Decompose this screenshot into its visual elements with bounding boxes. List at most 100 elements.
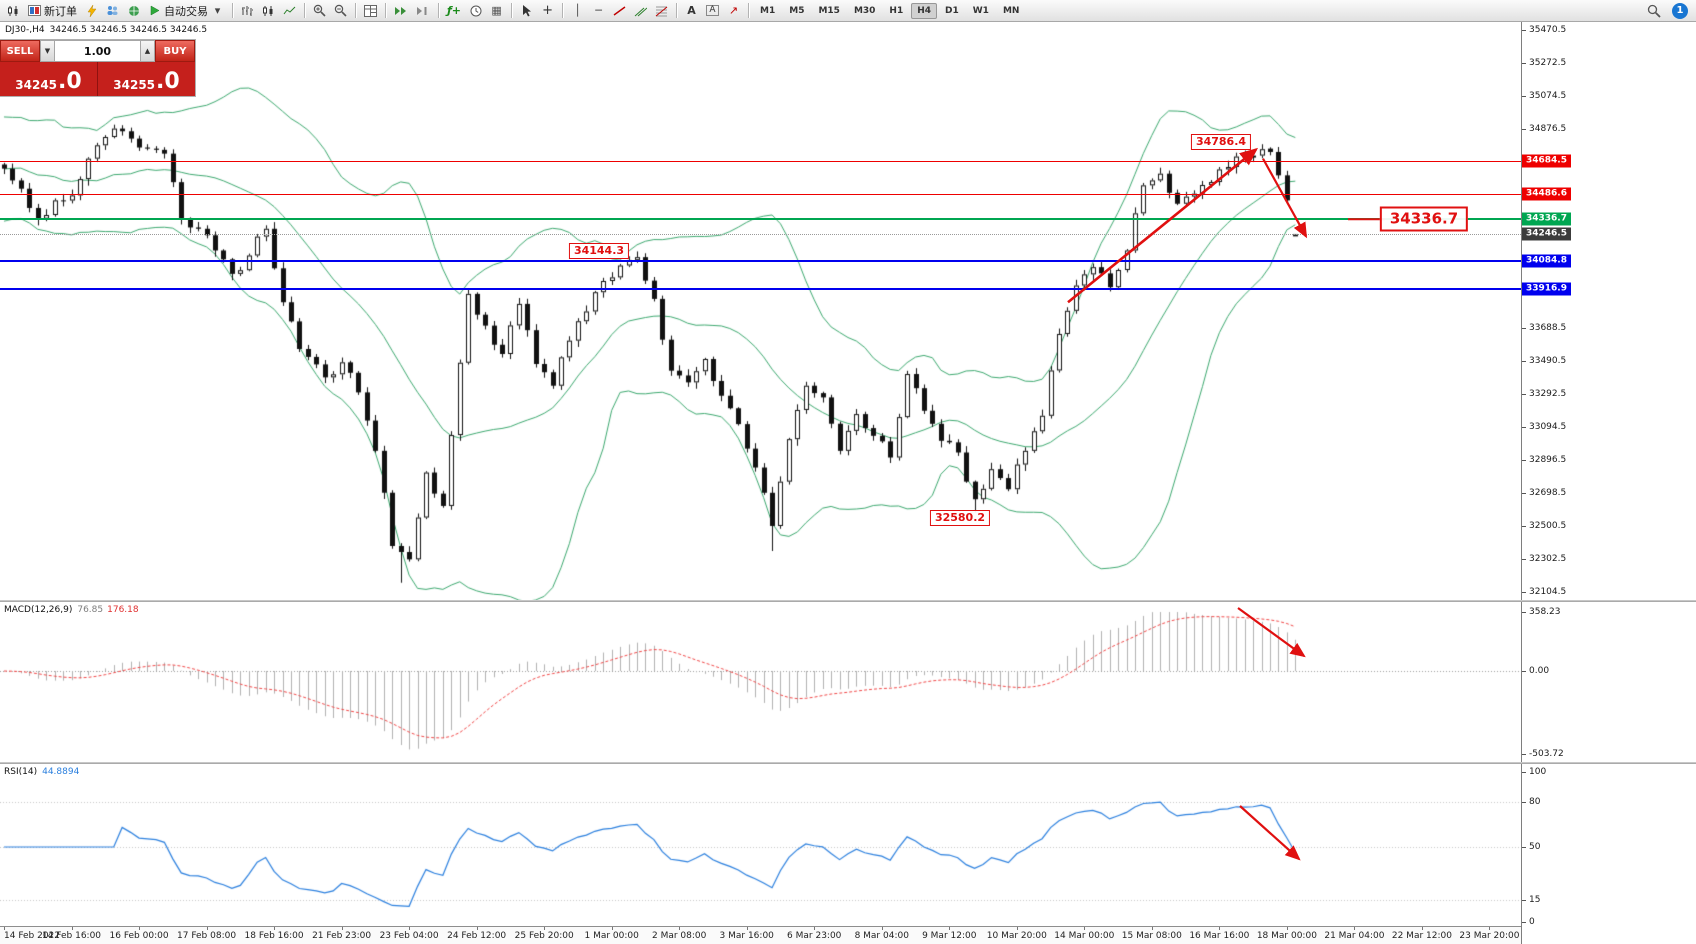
time-axis-label: 1 Mar 00:00	[584, 931, 639, 941]
timeframe-h1-button[interactable]: H1	[889, 5, 904, 16]
horizontal-level-line[interactable]	[0, 218, 1521, 221]
time-axis-label: 23 Feb 04:00	[379, 931, 439, 941]
macd-header: MACD(12,26,9) 76.85 176.18	[4, 605, 139, 615]
auto-scroll-button[interactable]	[390, 1, 412, 20]
new-chart-icon	[7, 4, 20, 18]
bar-chart-icon	[241, 4, 254, 18]
horizontal-level-line[interactable]	[0, 193, 1521, 195]
buy-price[interactable]: 34255 .0	[98, 62, 195, 96]
macd-label: MACD(12,26,9)	[4, 605, 73, 615]
time-axis-tick	[1151, 927, 1153, 930]
periods-button[interactable]	[465, 1, 486, 20]
text-tool-button[interactable]: A	[681, 1, 702, 20]
vertical-line-button[interactable]: │	[567, 1, 588, 20]
volume-down-button[interactable]: ▼	[40, 40, 55, 62]
volume-input[interactable]: 1.00	[55, 40, 140, 62]
sell-button[interactable]: SELL	[0, 40, 40, 62]
price-annotation-label[interactable]: 34786.4	[1190, 134, 1252, 151]
timeframe-d1-button[interactable]: D1	[945, 5, 959, 16]
sell-price[interactable]: 34245 .0	[0, 62, 98, 96]
templates-icon: ▦	[491, 4, 502, 17]
timeframe-m5-button[interactable]: M5	[789, 5, 805, 16]
timeframe-m1-button[interactable]: M1	[760, 5, 776, 16]
price-annotation-label[interactable]: 32580.2	[929, 509, 991, 526]
indicators-button[interactable]: ƒ+	[443, 1, 465, 20]
volume-up-button[interactable]: ▲	[140, 40, 155, 62]
trendline-icon	[613, 4, 626, 18]
crosshair-button[interactable]: +	[537, 1, 558, 20]
zoom-out-button[interactable]	[330, 1, 351, 20]
zoom-in-button[interactable]	[309, 1, 330, 20]
time-axis-tick	[71, 927, 73, 930]
price-tick-mark	[1522, 772, 1526, 773]
chart-line-button[interactable]	[279, 1, 300, 20]
chart-shift-button[interactable]	[412, 1, 434, 20]
price-tick-mark	[1522, 592, 1526, 593]
arrows-tool-button[interactable]: ↗	[723, 1, 744, 20]
tile-windows-button[interactable]	[360, 1, 381, 20]
autotrading-button[interactable]: 自动交易 ▾	[144, 1, 228, 20]
price-scale[interactable]: 35470.5 35272.5 35074.5 34876.5 33688.5 33490…	[1521, 22, 1696, 944]
templates-button[interactable]: ▦	[486, 1, 507, 20]
price-tick-mark	[1522, 492, 1526, 494]
price-tick-mark	[1522, 525, 1526, 527]
rsi-panel-splitter[interactable]	[0, 762, 1696, 764]
channel-icon	[634, 4, 648, 18]
time-axis-tick	[1354, 927, 1356, 930]
chart-candles-button[interactable]	[258, 1, 279, 20]
trendline-button[interactable]	[609, 1, 630, 20]
timeframe-m30-button[interactable]: M30	[853, 5, 876, 16]
search-button[interactable]	[1643, 1, 1665, 20]
new-order-button[interactable]: 新订单	[24, 1, 81, 20]
lightning-icon	[85, 4, 98, 18]
new-chart-button[interactable]	[3, 1, 24, 20]
news-button[interactable]	[123, 1, 144, 20]
notification-badge[interactable]: 1	[1672, 2, 1688, 19]
chevron-down-icon: ▾	[214, 4, 221, 17]
buy-button[interactable]: BUY	[155, 40, 195, 62]
time-axis-tick	[544, 927, 546, 930]
cursor-button[interactable]	[516, 1, 537, 20]
time-axis-tick	[206, 927, 208, 930]
price-tick-mark	[1522, 96, 1526, 98]
price-tick-label: 35470.5	[1529, 25, 1567, 35]
horizontal-level-line[interactable]	[0, 260, 1521, 263]
price-tick-mark	[1522, 30, 1526, 31]
price-tick-mark	[1522, 459, 1526, 461]
price-tick-mark	[1522, 671, 1526, 673]
channel-button[interactable]	[630, 1, 651, 20]
timeframe-toolbar: M1 M5 M15 M30 H1 H4 D1 W1 MN	[753, 0, 1026, 21]
autotrading-play-icon	[148, 4, 161, 18]
time-axis-tick	[949, 927, 951, 930]
alerts-button[interactable]	[81, 1, 102, 20]
time-axis-tick	[1016, 927, 1018, 930]
fibonacci-button[interactable]	[651, 1, 672, 20]
time-axis-label: 14 Feb 2022	[4, 931, 61, 941]
price-level-label: 34684.5	[1522, 154, 1571, 168]
timeframe-m15-button[interactable]: M15	[818, 5, 840, 16]
price-annotation-label[interactable]: 34144.3	[568, 243, 630, 260]
timeframe-mn-button[interactable]: MN	[1002, 5, 1020, 16]
time-axis-tick	[611, 927, 613, 930]
search-icon	[1647, 4, 1661, 18]
time-axis-label: 17 Feb 08:00	[177, 931, 237, 941]
community-button[interactable]	[102, 1, 123, 20]
horizontal-level-line[interactable]	[0, 160, 1521, 162]
timeframe-h4-button[interactable]: H4	[911, 2, 938, 19]
horizontal-level-line[interactable]	[0, 288, 1521, 291]
text-label-button[interactable]: A	[702, 1, 723, 20]
time-axis-label: 25 Feb 20:00	[514, 931, 574, 941]
time-axis[interactable]: 14 Feb 2022 14 Feb 16:00 16 Feb 00:00 17 Fe…	[0, 926, 1521, 944]
timeframe-w1-button[interactable]: W1	[972, 5, 989, 16]
price-annotation-label[interactable]: 34336.7	[1379, 206, 1469, 232]
tile-windows-icon	[364, 4, 377, 18]
horizontal-line-button[interactable]: ─	[588, 1, 609, 20]
auto-scroll-icon	[394, 4, 408, 18]
time-axis-tick	[1489, 927, 1491, 930]
chart-bars-button[interactable]	[237, 1, 258, 20]
macd-tick-label: -503.72	[1529, 749, 1564, 759]
horizontal-level-line[interactable]	[0, 233, 1521, 235]
community-icon	[106, 4, 119, 18]
macd-panel-splitter[interactable]	[0, 600, 1696, 602]
